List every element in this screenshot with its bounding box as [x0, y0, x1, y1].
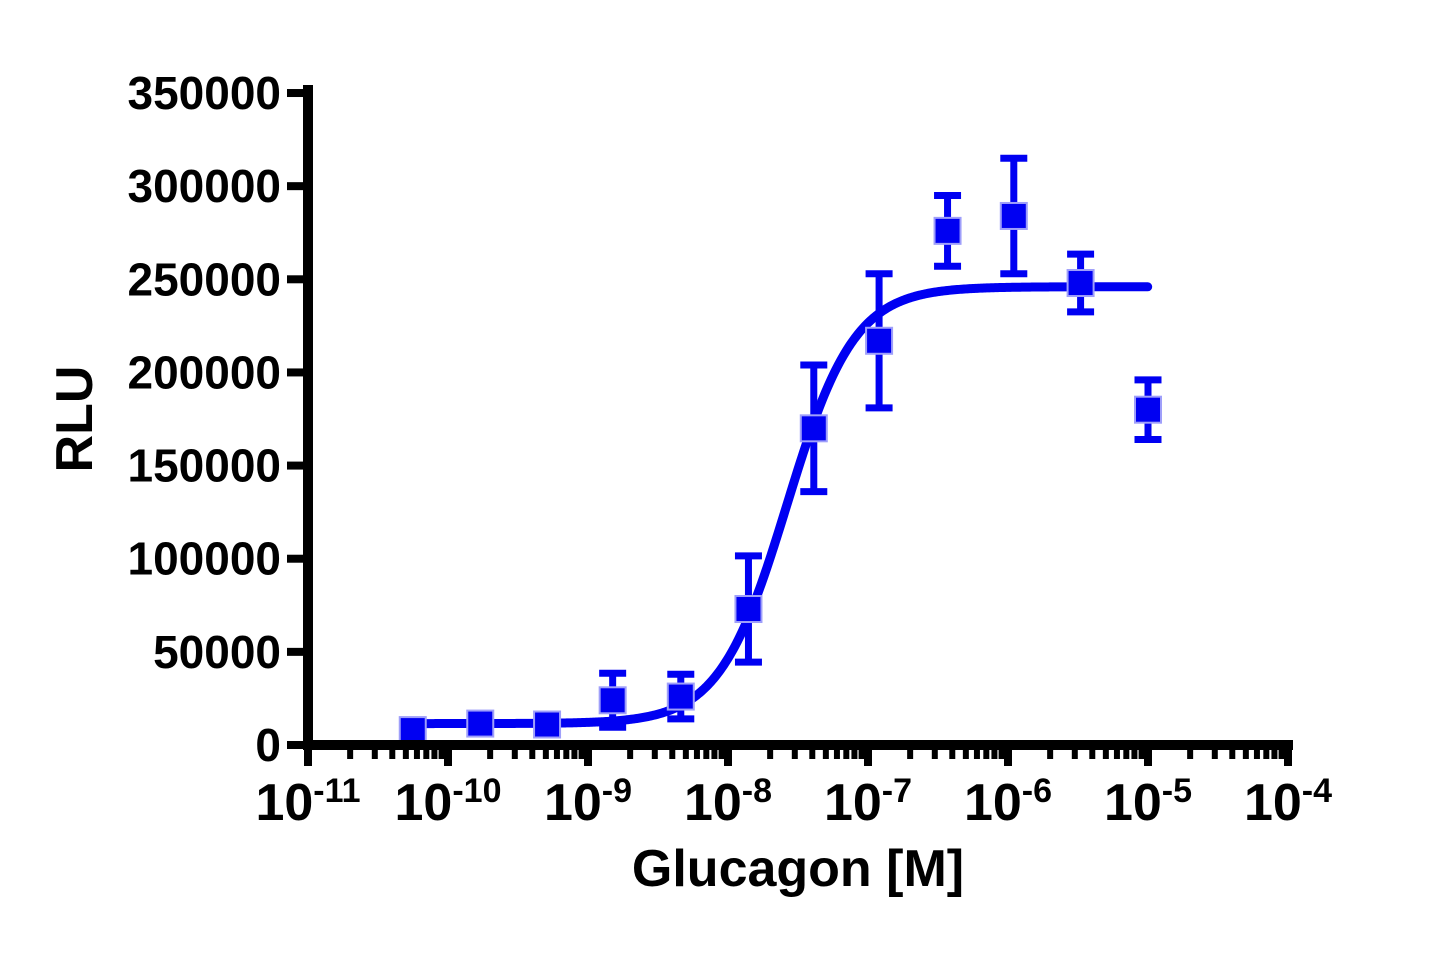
error-bars-layer — [399, 154, 1162, 740]
x-tick-label: 10-11 — [255, 772, 360, 832]
y-tick-label: 100000 — [128, 533, 282, 585]
data-point-marker — [865, 326, 894, 355]
data-point-marker — [1066, 269, 1095, 298]
y-tick-label: 250000 — [128, 253, 282, 305]
y-axis-title: RLU — [46, 366, 104, 473]
data-point-marker — [999, 201, 1028, 230]
x-axis-title: Glucagon [M] — [632, 840, 964, 898]
x-tick-label: 10-5 — [1104, 772, 1192, 832]
y-tick-label: 350000 — [128, 67, 282, 119]
y-tick-label: 0 — [255, 719, 281, 771]
data-point-marker — [1134, 395, 1162, 424]
data-point-marker — [734, 595, 763, 624]
data-points-layer — [398, 201, 1162, 745]
fit-curve — [408, 282, 1153, 729]
x-tick-label: 10-8 — [684, 772, 772, 832]
x-tick-label: 10-6 — [964, 772, 1052, 832]
data-point-marker — [398, 716, 427, 745]
data-point-marker — [799, 414, 828, 443]
y-tick-label: 50000 — [153, 626, 281, 678]
tick-labels-layer: 0 50000 100000 150000 200000 250000 300000 3500… — [128, 67, 1333, 832]
data-point-marker — [466, 709, 495, 738]
data-point-marker — [598, 686, 627, 715]
data-point-marker — [533, 710, 562, 739]
data-point-marker — [666, 682, 695, 711]
y-tick-label: 150000 — [128, 440, 282, 492]
x-tick-label: 10-7 — [824, 772, 912, 832]
x-tick-label: 10-10 — [395, 772, 502, 832]
x-tick-label: 10-4 — [1244, 772, 1332, 832]
y-tick-label: 300000 — [128, 160, 282, 212]
y-tick-label: 200000 — [128, 346, 282, 398]
x-tick-label: 10-9 — [544, 772, 632, 832]
data-point-marker — [933, 216, 962, 245]
axes-layer — [287, 85, 1293, 766]
fit-curve-layer — [408, 282, 1153, 729]
